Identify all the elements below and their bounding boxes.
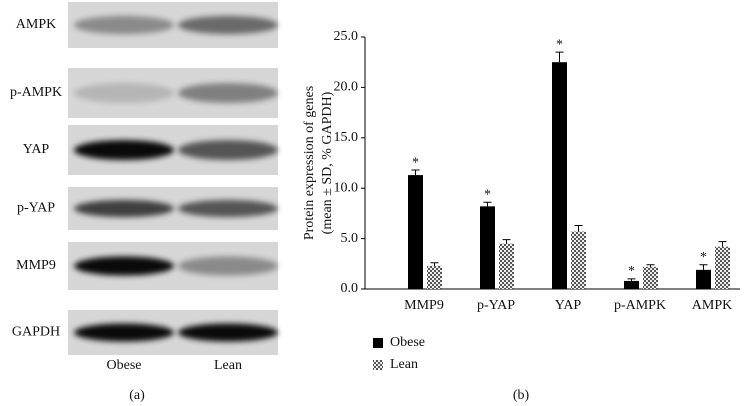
bar: [499, 243, 514, 289]
y-tick-label: 15.0: [334, 130, 359, 145]
legend-swatch: [373, 360, 383, 370]
x-tick-label: p-YAP: [477, 298, 515, 313]
blot-band: [74, 199, 174, 218]
blot-row-label: YAP: [23, 142, 50, 157]
blot-row-label: AMPK: [16, 17, 56, 32]
bar: [552, 62, 567, 290]
bar: [408, 175, 423, 289]
significance-mark: *: [556, 37, 563, 52]
bar: [624, 280, 639, 289]
error-bar: [502, 239, 511, 244]
bar: [715, 246, 730, 289]
x-tick-label: YAP: [555, 298, 582, 313]
error-bar: [627, 278, 636, 281]
plot: 0.0 5.0 10.0 15.0 20.0 25.0 MMP9 * p-YAP * YAP * p-A…: [334, 29, 733, 372]
bar: [571, 231, 586, 289]
error-bar: [574, 224, 583, 232]
error-bar: [646, 264, 655, 267]
error-bar: [555, 51, 564, 63]
blot-band: [74, 83, 174, 103]
error-bar: [483, 201, 492, 207]
bar: [643, 266, 658, 289]
x-tick-label: AMPK: [692, 298, 732, 313]
y-axis-title-line: Protein expression of genes: [302, 86, 317, 240]
bar: [427, 265, 442, 289]
legend-label: Lean: [390, 357, 418, 372]
blot-band: [178, 323, 278, 342]
error-bar: [718, 241, 727, 247]
legend-label: Obese: [390, 335, 425, 350]
blot-band: [178, 256, 278, 276]
significance-mark: *: [412, 155, 419, 170]
y-tick-label: 5.0: [341, 231, 359, 246]
blot-band: [178, 199, 278, 218]
blot-band: [74, 323, 174, 342]
y-axis-title: Protein expression of genes (mean ± SD, …: [302, 86, 335, 240]
blot-band: [178, 15, 278, 35]
blot-band: [74, 140, 174, 160]
y-tick-label: 10.0: [334, 180, 359, 195]
x-tick-label: MMP9: [404, 298, 444, 313]
western-blot: AMPK p-AMPK YAP p-YAP MMP9 GAPDH Obese Lean: [10, 2, 278, 373]
bar: [696, 269, 711, 289]
error-bar: [699, 264, 708, 270]
y-tick-label: 20.0: [334, 80, 359, 95]
blot-row-label: p-AMPK: [10, 85, 62, 100]
blot-column-label: Lean: [214, 358, 242, 373]
blot-band: [178, 140, 278, 160]
error-bar: [430, 262, 439, 266]
error-bar: [411, 169, 420, 176]
panel-caption: (b): [513, 388, 530, 403]
blot-band: [74, 15, 174, 35]
blot-band: [74, 256, 174, 276]
significance-mark: *: [484, 188, 491, 203]
significance-mark: *: [628, 264, 635, 279]
legend-swatch: [373, 338, 383, 348]
x-tick-label: p-AMPK: [614, 298, 666, 313]
panel-caption: (a): [129, 388, 145, 403]
blot-row-label: GAPDH: [12, 325, 60, 340]
significance-mark: *: [700, 250, 707, 265]
y-axis-title-line: (mean ± SD, % GAPDH): [320, 91, 335, 234]
blot-column-label: Obese: [107, 358, 142, 373]
y-tick-label: 0.0: [341, 281, 359, 296]
bar: [480, 206, 495, 289]
blot-row-label: MMP9: [16, 258, 56, 273]
blot-row-label: p-YAP: [17, 201, 55, 216]
blot-band: [178, 83, 278, 103]
y-tick-label: 25.0: [334, 29, 359, 44]
